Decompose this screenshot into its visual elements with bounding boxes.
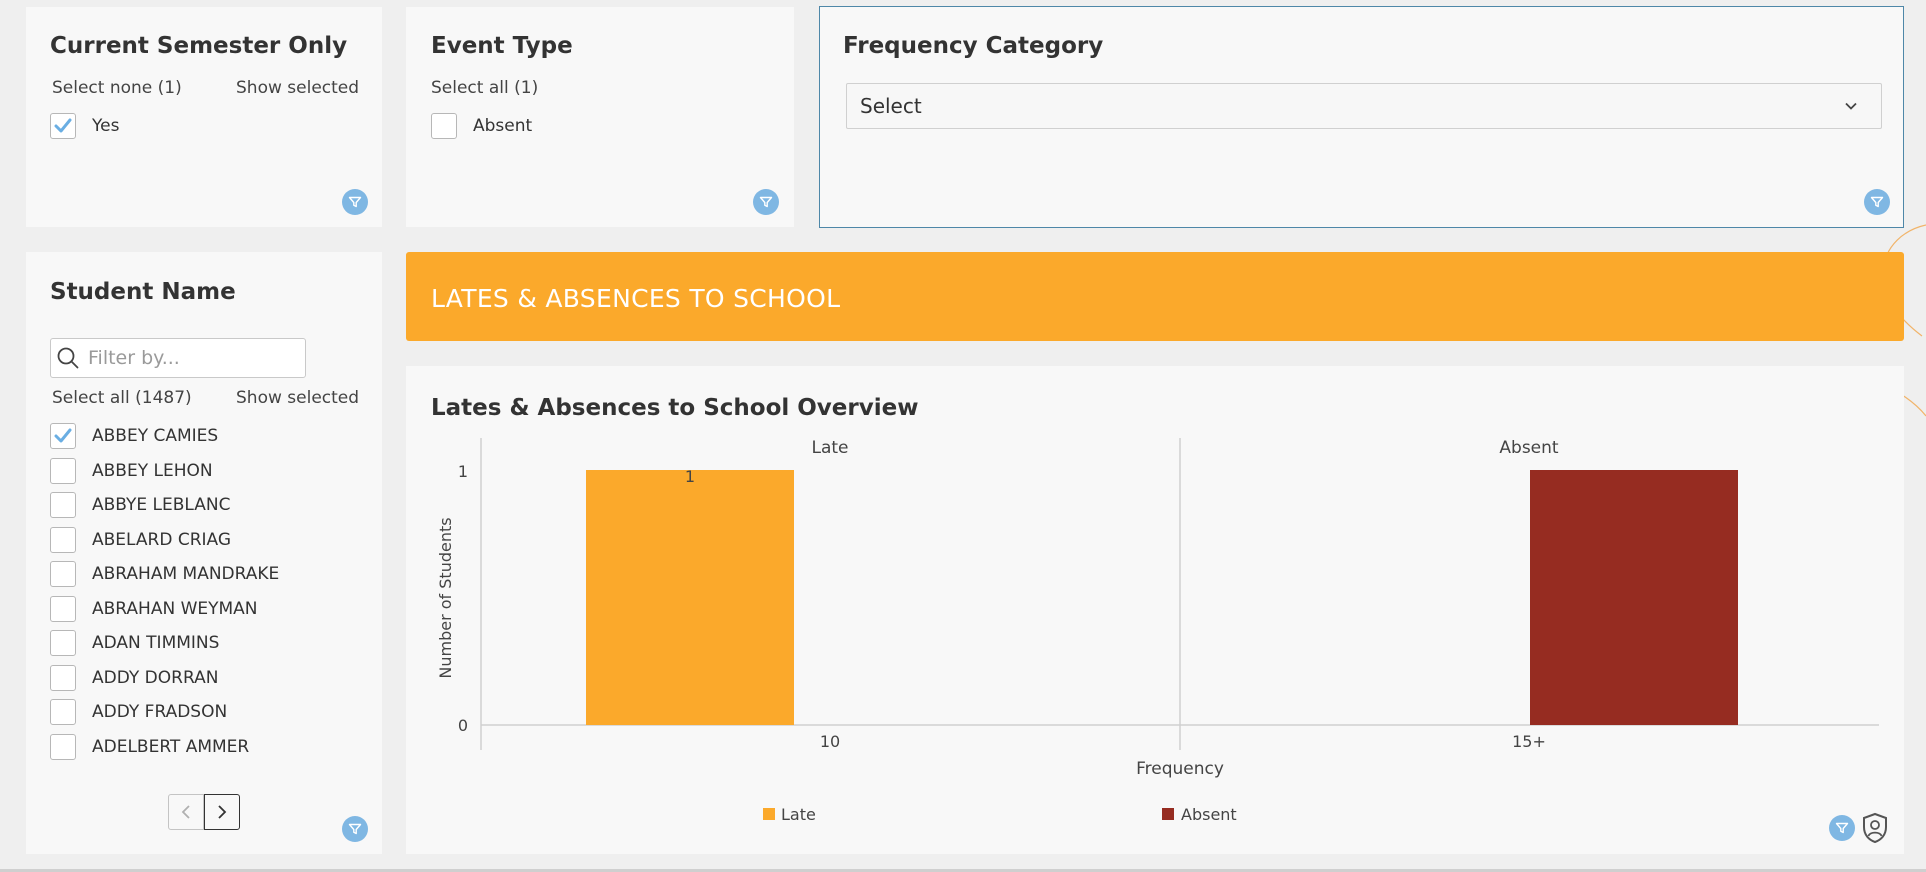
- select-value: Select: [860, 94, 922, 118]
- show-selected-link[interactable]: Show selected: [236, 388, 360, 408]
- current-semester-title: Current Semester Only: [50, 33, 348, 59]
- student-list-item[interactable]: ADDY FRADSON: [50, 698, 227, 726]
- student-search-input[interactable]: [86, 346, 290, 370]
- next-page-button[interactable]: [204, 794, 240, 830]
- yes-checkbox[interactable]: [50, 113, 76, 139]
- student-checkbox[interactable]: [50, 665, 76, 691]
- frequency-category-title: Frequency Category: [843, 33, 1104, 59]
- legend-swatch-late: [763, 808, 775, 820]
- bar-data-label: 1: [685, 467, 695, 486]
- student-search-field[interactable]: [50, 338, 306, 378]
- filter-icon[interactable]: [1864, 189, 1890, 215]
- student-name-label: ABELARD CRIAG: [92, 530, 232, 550]
- student-list-item[interactable]: ABBEY LEHON: [50, 457, 213, 485]
- section-banner: LATES & ABSENCES TO SCHOOL: [406, 252, 1904, 341]
- student-checkbox[interactable]: [50, 734, 76, 760]
- y-tick-label: 0: [458, 716, 468, 735]
- student-checkbox[interactable]: [50, 699, 76, 725]
- student-list-item[interactable]: ABBYE LEBLANC: [50, 491, 231, 519]
- student-list-item[interactable]: ABRAHAM MANDRAKE: [50, 560, 279, 588]
- legend-label-late[interactable]: Late: [781, 805, 816, 824]
- y-tick-label: 1: [458, 462, 468, 481]
- yes-label: Yes: [92, 116, 120, 136]
- student-name-label: ABBEY LEHON: [92, 461, 213, 481]
- bottom-border: [0, 869, 1926, 872]
- student-name-label: ABRAHAM MANDRAKE: [92, 564, 280, 584]
- student-list-item[interactable]: ABRAHAN WEYMAN: [50, 595, 258, 623]
- student-list-item[interactable]: ADAN TIMMINS: [50, 629, 219, 657]
- current-semester-filter-panel: Current Semester Only Select none (1) Sh…: [26, 7, 382, 227]
- chevron-down-icon: [1845, 102, 1857, 110]
- event-type-title: Event Type: [431, 33, 573, 59]
- student-checkbox[interactable]: [50, 630, 76, 656]
- bar-absent-15plus[interactable]: [1530, 470, 1738, 725]
- select-all-link[interactable]: Select all (1487): [52, 388, 192, 408]
- absent-checkbox[interactable]: [431, 113, 457, 139]
- student-checkbox[interactable]: [50, 423, 76, 449]
- chart-panel: Lates & Absences to School Overview Late…: [406, 366, 1904, 854]
- chart-title: Lates & Absences to School Overview: [431, 395, 919, 421]
- student-list-item[interactable]: ADDY DORRAN: [50, 664, 218, 692]
- student-list-item[interactable]: ADELBERT AMMER: [50, 733, 249, 761]
- bar-chart: Late Absent 1 0 Number of Students 1 10 …: [436, 438, 1879, 824]
- student-list-item[interactable]: ABELARD CRIAG: [50, 526, 231, 554]
- option-absent[interactable]: Absent: [431, 112, 532, 140]
- y-axis-label: Number of Students: [436, 517, 455, 678]
- previous-page-button[interactable]: [168, 794, 204, 830]
- filter-icon[interactable]: [753, 189, 779, 215]
- chevron-left-icon: [181, 805, 190, 819]
- student-checkbox[interactable]: [50, 492, 76, 518]
- student-name-title: Student Name: [50, 279, 236, 305]
- select-none-link[interactable]: Select none (1): [52, 78, 182, 98]
- pagination: [168, 794, 240, 830]
- event-type-filter-panel: Event Type Select all (1) Absent: [406, 7, 794, 227]
- absent-label: Absent: [473, 116, 533, 136]
- frequency-category-select[interactable]: Select: [846, 83, 1882, 129]
- student-name-label: ADDY DORRAN: [92, 668, 219, 688]
- user-shield-icon[interactable]: [1861, 812, 1889, 844]
- select-all-link[interactable]: Select all (1): [431, 78, 539, 98]
- student-name-label: ADDY FRADSON: [92, 702, 228, 722]
- facet-header-absent: Absent: [1499, 438, 1559, 458]
- search-icon: [57, 347, 79, 369]
- checkmark-icon: [54, 428, 72, 443]
- filter-icon[interactable]: [342, 189, 368, 215]
- student-name-label: ABBYE LEBLANC: [92, 495, 231, 515]
- chevron-right-icon: [218, 805, 227, 819]
- x-tick-label: 10: [820, 732, 840, 751]
- student-checkbox[interactable]: [50, 458, 76, 484]
- legend-swatch-absent: [1162, 808, 1174, 820]
- student-name-filter-panel: Student Name Select all (1487) Show sele…: [26, 252, 382, 854]
- show-selected-link[interactable]: Show selected: [236, 78, 360, 98]
- bar-late-10[interactable]: [586, 470, 794, 725]
- x-tick-label: 15+: [1512, 732, 1546, 751]
- legend-label-absent[interactable]: Absent: [1181, 805, 1237, 824]
- frequency-category-filter-panel: Frequency Category Select: [819, 6, 1904, 228]
- student-name-label: ABRAHAN WEYMAN: [92, 599, 258, 619]
- student-checkbox[interactable]: [50, 561, 76, 587]
- student-checkbox[interactable]: [50, 596, 76, 622]
- facet-header-late: Late: [811, 438, 848, 458]
- student-name-label: ADELBERT AMMER: [92, 737, 250, 757]
- student-checkbox[interactable]: [50, 527, 76, 553]
- banner-title: LATES & ABSENCES TO SCHOOL: [431, 284, 841, 313]
- checkmark-icon: [54, 118, 72, 133]
- student-name-label: ADAN TIMMINS: [92, 633, 220, 653]
- x-axis-label: Frequency: [1136, 759, 1224, 779]
- filter-icon[interactable]: [342, 816, 368, 842]
- student-name-label: ABBEY CAMIES: [92, 426, 219, 446]
- student-list-item[interactable]: ABBEY CAMIES: [50, 422, 218, 450]
- filter-icon[interactable]: [1829, 815, 1855, 841]
- option-yes[interactable]: Yes: [50, 112, 119, 140]
